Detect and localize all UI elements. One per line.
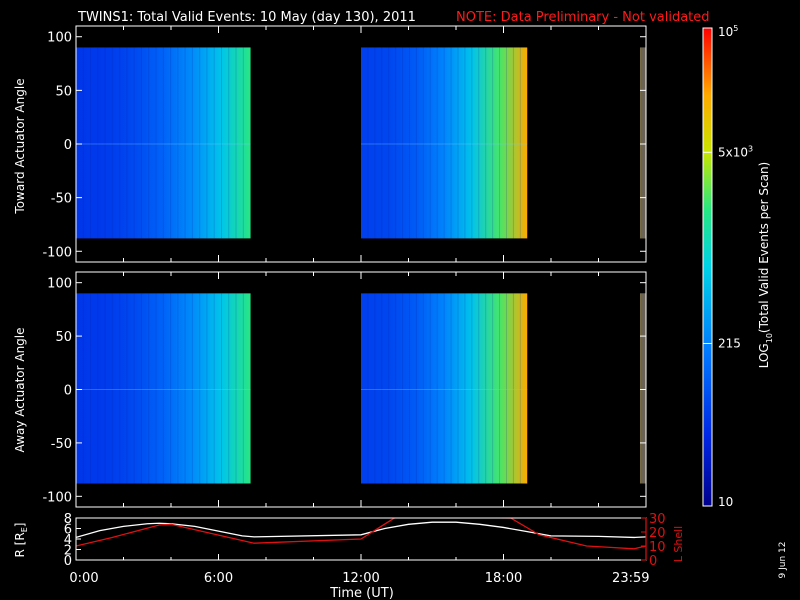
orbit-left-tick-label: 2 [64, 544, 72, 559]
y-tick-label: 100 [47, 277, 72, 292]
x-tick-label: 12:00 [342, 571, 379, 586]
heatmap-segment [76, 293, 251, 484]
orbit-right-tick-label: 10 [649, 540, 666, 555]
y-tick-label: -50 [51, 192, 72, 207]
orbit-right-tick-label: 20 [649, 526, 666, 541]
y-tick-label: 100 [47, 31, 72, 46]
preliminary-note: NOTE: Data Preliminary - Not validated [456, 10, 710, 25]
orbit-right-label: L Shell [672, 526, 685, 562]
orbit-left-tick-label: 0 [64, 554, 72, 569]
orbit-right-tick-label: 30 [649, 512, 666, 527]
x-tick-label: 6:00 [204, 571, 233, 586]
colorbar-tick-label: 10 [718, 495, 733, 509]
heatmap-segment [361, 293, 528, 484]
y-tick-label: 50 [55, 84, 72, 99]
heatmap-segment [640, 293, 646, 484]
away-ylabel: Away Actuator Angle [13, 327, 27, 452]
orbit-right-tick-label: 0 [649, 554, 657, 569]
orbit-left-tick-label: 6 [64, 523, 72, 538]
y-tick-label: -100 [42, 245, 72, 260]
chart-title: TWINS1: Total Valid Events: 10 May (day … [77, 10, 416, 25]
x-tick-label: 18:00 [485, 571, 522, 586]
y-tick-label: -100 [42, 490, 72, 505]
colorbar-label: LOG10(Total Valid Events per Scan) [757, 162, 774, 369]
colorbar: 105 5x103 215 10 [702, 24, 753, 509]
date-stamp: 9 Jun 12 [778, 542, 788, 579]
colorbar-tick-label: 105 [718, 24, 738, 39]
orbit-left-tick-label: 4 [64, 533, 72, 548]
orbit-left-tick-label: 8 [64, 512, 72, 527]
y-tick-label: 0 [64, 138, 72, 153]
x-tick-label: 23:59 [612, 571, 649, 586]
x-tick-label: 0:00 [69, 571, 98, 586]
y-tick-label: 0 [64, 384, 72, 399]
colorbar-tick-label: 215 [718, 336, 741, 350]
heatmap-segment [640, 47, 646, 239]
lshell-line [76, 518, 646, 550]
away-panel: 100 50 0 -50 -100 [42, 271, 647, 508]
toward-panel: 100 50 0 -50 -100 [42, 25, 647, 263]
x-axis-label: Time (UT) [329, 586, 394, 600]
colorbar-gradient [703, 28, 712, 506]
heatmap-segment [361, 47, 528, 239]
orbit-left-label: R [RE] [13, 523, 29, 558]
toward-ylabel: Toward Actuator Angle [13, 78, 27, 214]
colorbar-tick-label: 5x103 [718, 144, 753, 159]
heatmap-segment [76, 47, 251, 239]
y-tick-label: -50 [51, 437, 72, 452]
y-tick-label: 50 [55, 330, 72, 345]
